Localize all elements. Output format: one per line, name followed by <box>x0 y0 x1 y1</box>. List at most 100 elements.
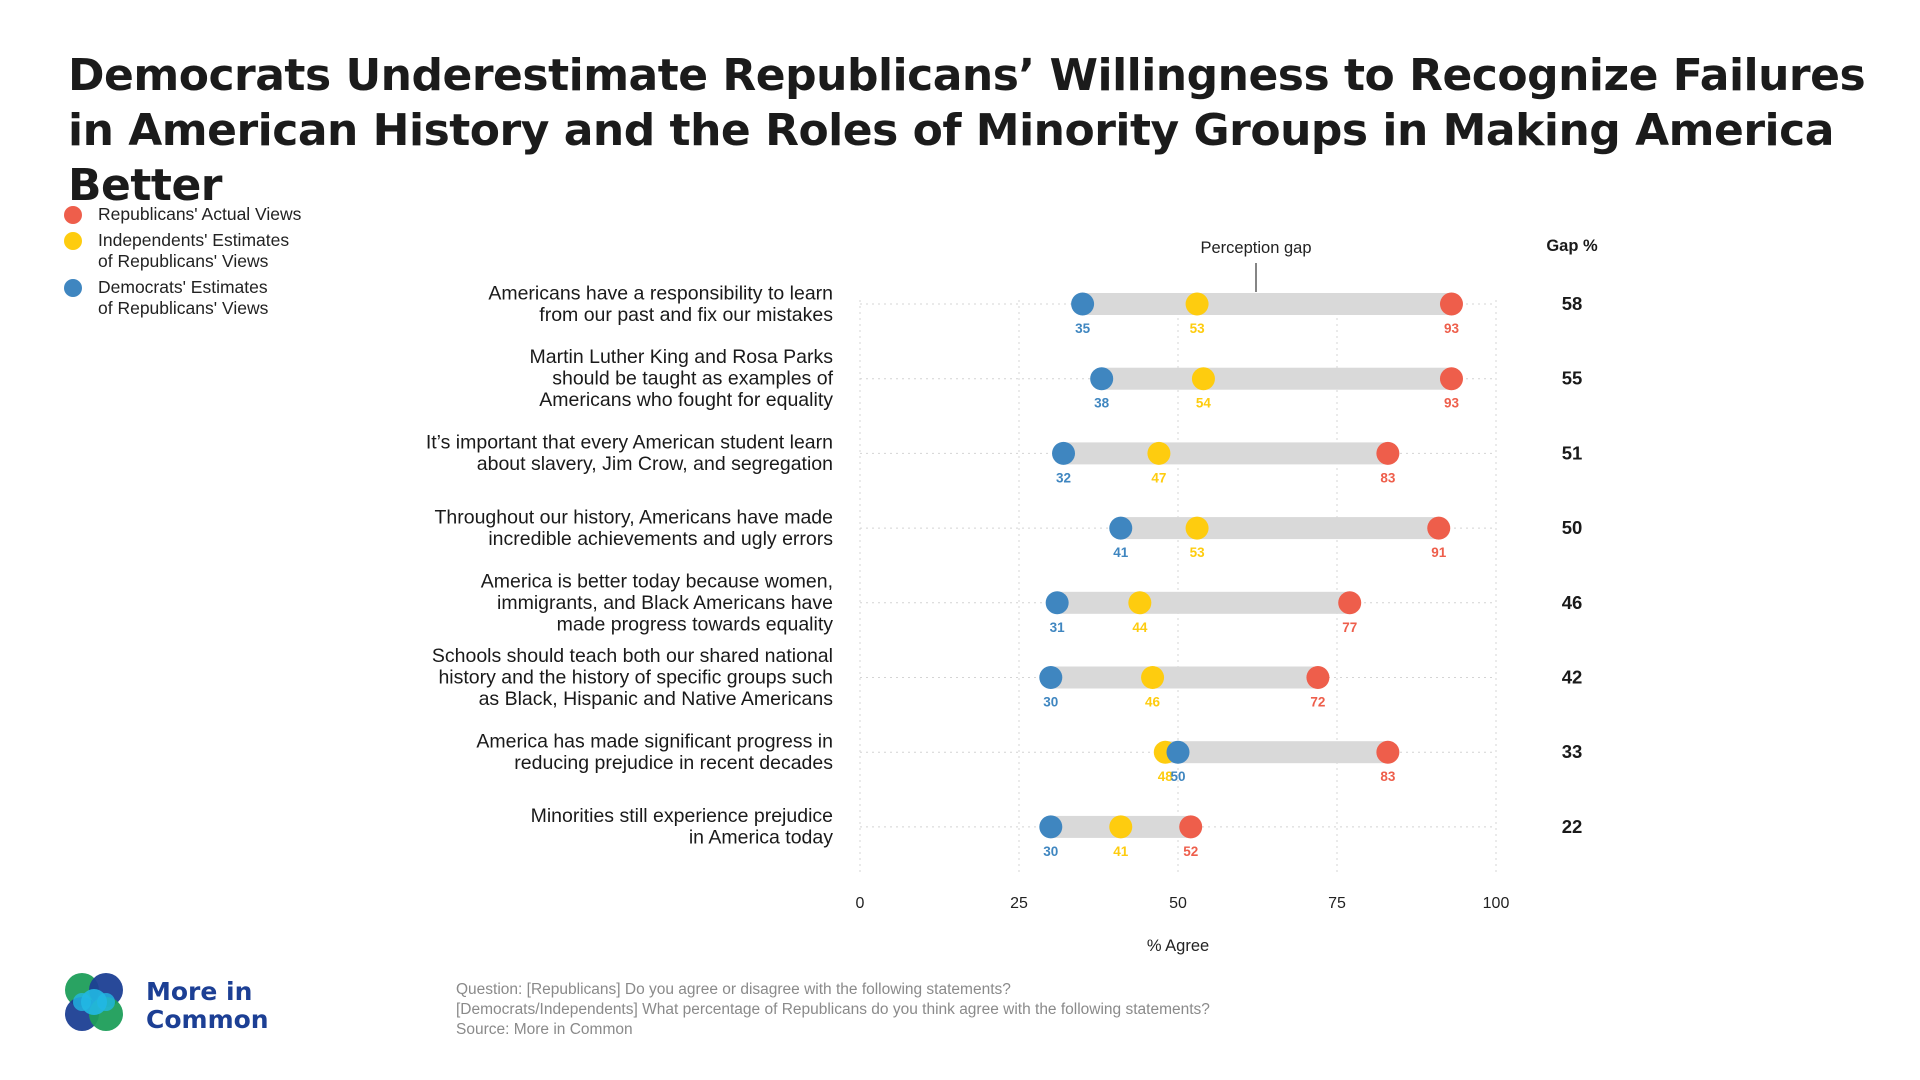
data-label-independents: 47 <box>1151 470 1166 485</box>
gap-value: 42 <box>1562 667 1583 688</box>
range-bar <box>1101 367 1452 390</box>
legend-dot-republicans <box>64 206 82 224</box>
range-bar <box>1057 591 1350 614</box>
dot-democrats <box>1090 367 1114 391</box>
range-bar <box>1165 741 1388 764</box>
row-label-line: as Black, Hispanic and Native Americans <box>479 688 834 710</box>
dot-democrats <box>1109 516 1133 540</box>
legend: Republicans' Actual Views Independents' … <box>62 204 362 324</box>
dot-democrats <box>1039 815 1063 839</box>
data-label-republicans: 83 <box>1380 470 1396 485</box>
row-label: America has made significant progress in… <box>476 730 833 774</box>
gap-value: 46 <box>1562 592 1583 613</box>
footnote: Question: [Republicans] Do you agree or … <box>456 980 1210 1040</box>
row-label-line: incredible achievements and ugly errors <box>488 528 833 550</box>
x-tick-label: 75 <box>1328 895 1346 912</box>
row-label-line: from our past and fix our mistakes <box>539 304 833 326</box>
logo-mark-icon <box>65 973 123 1031</box>
dot-independents <box>1109 815 1133 839</box>
data-label-independents: 41 <box>1113 844 1129 859</box>
row-label-line: Schools should teach both our shared nat… <box>432 645 833 667</box>
row-label-line: It’s important that every American stude… <box>426 432 833 454</box>
more-in-common-logo: More in Common <box>60 968 320 1048</box>
row-label-line: America has made significant progress in <box>476 730 833 752</box>
dot-republicans <box>1179 815 1203 839</box>
row-label: Martin Luther King and Rosa Parks should … <box>530 346 834 411</box>
data-label-republicans: 93 <box>1444 396 1460 411</box>
gap-value: 58 <box>1562 293 1583 314</box>
data-label-independents: 48 <box>1158 769 1174 784</box>
dot-republicans <box>1338 591 1362 615</box>
legend-label-republicans: Republicans' Actual Views <box>98 204 302 224</box>
x-tick-label: 0 <box>856 895 865 912</box>
dot-independents <box>1191 367 1215 391</box>
legend-dot-democrats <box>64 279 82 297</box>
data-label-republicans: 83 <box>1380 769 1396 784</box>
data-label-independents: 44 <box>1132 620 1148 635</box>
data-label-independents: 53 <box>1190 545 1206 560</box>
data-label-democrats: 32 <box>1056 470 1071 485</box>
footnote-question-republicans: Question: [Republicans] Do you agree or … <box>456 981 1011 998</box>
footnote-question-dem-ind: [Democrats/Independents] What percentage… <box>456 1001 1210 1018</box>
gap-value: 51 <box>1562 442 1583 463</box>
row-label-line: Americans who fought for equality <box>539 389 833 411</box>
data-label-democrats: 38 <box>1094 396 1110 411</box>
row-label-line: reducing prejudice in recent decades <box>514 752 833 774</box>
gap-value: 50 <box>1562 517 1583 538</box>
data-label-republicans: 72 <box>1310 695 1325 710</box>
data-label-democrats: 50 <box>1170 769 1185 784</box>
dot-independents <box>1185 516 1209 540</box>
row-label-line: Americans have a responsibility to learn <box>488 282 833 304</box>
perception-gap-annotation: Perception gap <box>1201 239 1312 257</box>
x-axis-label: % Agree <box>1147 937 1209 955</box>
data-label-democrats: 35 <box>1075 321 1091 336</box>
gap-value: 55 <box>1562 368 1583 389</box>
dot-democrats <box>1071 292 1095 316</box>
row-label-line: in America today <box>689 827 833 849</box>
dot-democrats <box>1045 591 1069 615</box>
dot-democrats <box>1052 441 1076 465</box>
dot-independents <box>1147 441 1171 465</box>
x-tick-label: 25 <box>1010 895 1028 912</box>
row-label-line: Martin Luther King and Rosa Parks <box>530 346 834 368</box>
dot-republicans <box>1439 367 1463 391</box>
dot-republicans <box>1306 666 1330 689</box>
dot-democrats <box>1039 666 1063 689</box>
logo-text-line1: More in <box>146 977 253 1006</box>
dot-democrats <box>1166 740 1190 764</box>
dot-independents <box>1128 591 1152 615</box>
gap-value: 33 <box>1562 741 1583 762</box>
range-bar <box>1050 666 1318 689</box>
row-label: It’s important that every American stude… <box>426 432 833 476</box>
dot-republicans <box>1376 740 1400 764</box>
data-label-independents: 53 <box>1190 321 1206 336</box>
x-tick-label: 50 <box>1169 895 1187 912</box>
legend-label-democrats: Democrats' Estimates of Republicans' Vie… <box>98 277 269 318</box>
row-label-line: Throughout our history, Americans have m… <box>434 506 833 528</box>
data-label-democrats: 30 <box>1043 695 1058 710</box>
row-label-line: America is better today because women, <box>481 570 833 592</box>
range-bar <box>1082 293 1452 315</box>
row-label-line: should be taught as examples of <box>552 368 833 390</box>
dot-republicans <box>1439 292 1463 316</box>
row-label: Minorities still experience prejudice in … <box>531 805 834 849</box>
data-label-republicans: 91 <box>1431 545 1447 560</box>
row-label-line: made progress towards equality <box>557 613 834 635</box>
legend-item-independents: Independents' Estimates of Republicans' … <box>62 230 362 272</box>
row-label-line: about slavery, Jim Crow, and segregation <box>477 453 833 475</box>
x-tick-label: 100 <box>1483 895 1510 912</box>
data-label-republicans: 52 <box>1183 844 1198 859</box>
data-label-democrats: 31 <box>1050 620 1066 635</box>
logo-text: More in Common <box>146 978 269 1034</box>
legend-label-independents: Independents' Estimates of Republicans' … <box>98 230 290 271</box>
dot-republicans <box>1376 441 1400 465</box>
row-label: Schools should teach both our shared nat… <box>432 645 833 710</box>
row-label-line: history and the history of specific grou… <box>438 667 833 689</box>
data-label-independents: 46 <box>1145 695 1161 710</box>
legend-dot-independents <box>64 232 82 250</box>
row-label: Americans have a responsibility to learn… <box>488 282 833 326</box>
logo-text-line2: Common <box>146 1005 269 1034</box>
row-label: America is better today because women, im… <box>481 570 834 635</box>
